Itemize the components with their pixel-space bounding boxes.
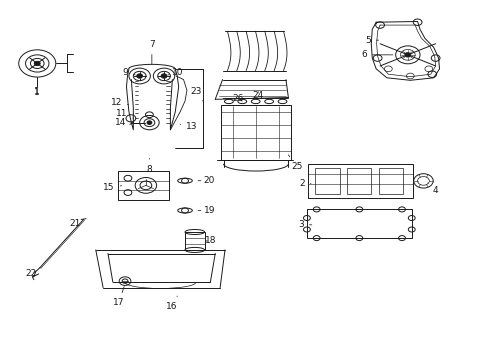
Text: 3: 3 xyxy=(298,220,311,229)
Circle shape xyxy=(147,121,152,125)
Text: 22: 22 xyxy=(25,269,37,278)
Text: 9: 9 xyxy=(122,68,135,77)
Bar xyxy=(221,105,290,160)
Text: 23: 23 xyxy=(190,86,203,101)
Text: 24: 24 xyxy=(252,91,263,100)
Text: 7: 7 xyxy=(149,40,154,64)
Text: 10: 10 xyxy=(167,68,183,77)
Text: 8: 8 xyxy=(146,158,152,174)
Text: 17: 17 xyxy=(113,287,124,307)
Text: 5: 5 xyxy=(364,36,378,45)
Text: 19: 19 xyxy=(198,206,215,215)
Text: 12: 12 xyxy=(110,98,128,107)
Bar xyxy=(307,164,412,198)
Text: 15: 15 xyxy=(103,183,122,192)
Text: 1: 1 xyxy=(34,87,40,96)
Text: 14: 14 xyxy=(115,118,133,127)
Bar xyxy=(346,168,370,194)
Text: 4: 4 xyxy=(427,183,438,195)
Text: 20: 20 xyxy=(198,176,215,185)
Bar xyxy=(306,210,411,238)
Bar xyxy=(315,168,339,194)
Text: 21: 21 xyxy=(69,219,81,228)
Text: 13: 13 xyxy=(180,122,197,131)
Bar xyxy=(378,168,402,194)
Text: 11: 11 xyxy=(116,109,133,118)
Circle shape xyxy=(137,74,142,78)
Text: 25: 25 xyxy=(288,155,302,171)
Text: 18: 18 xyxy=(204,237,216,246)
Text: 2: 2 xyxy=(299,179,310,188)
Circle shape xyxy=(34,61,40,66)
Text: 1: 1 xyxy=(34,86,40,95)
Circle shape xyxy=(161,74,166,78)
Bar xyxy=(184,232,204,250)
Bar xyxy=(118,171,168,200)
Circle shape xyxy=(404,53,410,57)
Text: 6: 6 xyxy=(360,50,392,59)
Text: 16: 16 xyxy=(165,296,177,311)
Text: 26: 26 xyxy=(232,94,244,103)
